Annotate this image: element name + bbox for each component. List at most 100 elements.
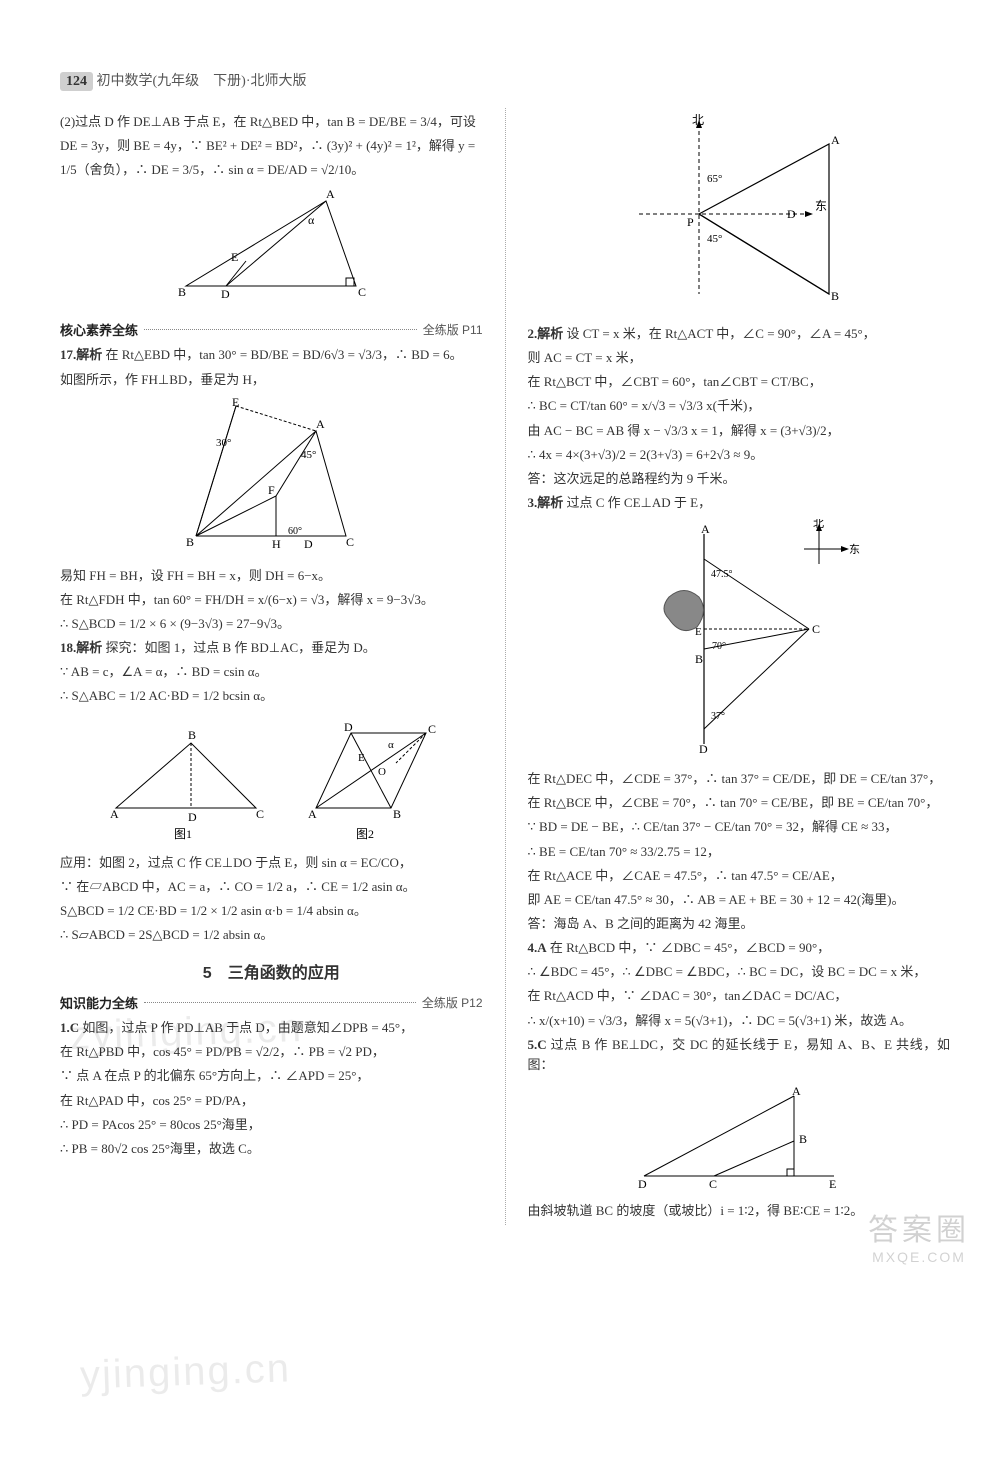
column-divider bbox=[505, 108, 506, 1225]
q2-f: ∴ 4x = 4×(3+√3)/2 = 2(3+√3) = 6+2√3 ≈ 9。 bbox=[528, 445, 951, 465]
q3-label: 3.解析 过点 C 作 CE⊥AD 于 E， bbox=[528, 493, 951, 513]
svg-text:47.5°: 47.5° bbox=[711, 569, 733, 580]
svg-text:65°: 65° bbox=[707, 173, 722, 185]
q17-c: 易知 FH = BH，设 FH = BH = x，则 DH = 6−x。 bbox=[60, 566, 483, 586]
label-60: 60° bbox=[288, 526, 302, 537]
q3-e: ∴ BE = CE/tan 70° ≈ 33/2.75 = 12， bbox=[528, 842, 951, 862]
badge-bot: MXQE.COM bbox=[868, 1249, 970, 1265]
q3-b: 在 Rt△DEC 中，∠CDE = 37°，∴ tan 37° = CE/DE，… bbox=[528, 769, 951, 789]
q17-label: 17.解析 在 Rt△EBD 中，tan 30° = BD/BE = BD/6√… bbox=[60, 345, 483, 365]
q17-e: ∴ S△BCD = 1/2 × 6 × (9−3√3) = 27−9√3。 bbox=[60, 614, 483, 634]
q2-label: 2.解析 设 CT = x 米，在 Rt△ACT 中，∠C = 90°，∠A =… bbox=[528, 324, 951, 344]
label-A: A bbox=[326, 187, 335, 201]
sub-core-literacy: 核心素养全练 全练版 P11 bbox=[60, 320, 483, 339]
label-D: D bbox=[221, 287, 230, 301]
q18-f: S△BCD = 1/2 CE·BD = 1/2 × 1/2 asin α·b =… bbox=[60, 901, 483, 921]
q3-d: ∵ BD = DE − BE，∴ CE/tan 37° − CE/tan 70°… bbox=[528, 817, 951, 837]
svg-text:C: C bbox=[256, 807, 264, 821]
page: 124 初中数学(九年级 下册)·北师大版 (2)过点 D 作 DE⊥AB 于点… bbox=[0, 0, 1000, 1275]
sub-title: 核心素养全练 bbox=[60, 320, 138, 339]
svg-text:东: 东 bbox=[849, 543, 860, 556]
q4-d: ∴ x/(x+10) = √3/3，解得 x = 5(√3+1)，∴ DC = … bbox=[528, 1011, 951, 1031]
q17-d: 在 Rt△FDH 中，tan 60° = FH/DH = x/(6−x) = √… bbox=[60, 590, 483, 610]
svg-text:E: E bbox=[829, 1177, 836, 1191]
q3-h: 答：海岛 A、B 之间的距离为 42 海里。 bbox=[528, 914, 951, 934]
q3-c: 在 Rt△BCE 中，∠CBE = 70°，∴ tan 70° = CE/BE，… bbox=[528, 793, 951, 813]
dots-icon bbox=[144, 329, 417, 330]
q2-b: 则 AC = CT = x 米， bbox=[528, 348, 951, 368]
page-header: 124 初中数学(九年级 下册)·北师大版 bbox=[60, 70, 950, 90]
svg-text:D: D bbox=[638, 1177, 647, 1191]
q1c-label: 1.C 如图，过点 P 作 PD⊥AB 于点 D，由题意知∠DPB = 45°， bbox=[60, 1018, 483, 1038]
q1c-d: 在 Rt△PAD 中，cos 25° = PD/PA， bbox=[60, 1091, 483, 1111]
q1c-e: ∴ PD = PAcos 25° = 80cos 25°海里， bbox=[60, 1115, 483, 1135]
svg-text:D: D bbox=[344, 720, 353, 734]
label-F: F bbox=[268, 483, 275, 497]
svg-text:C: C bbox=[812, 622, 820, 636]
para: (2)过点 D 作 DE⊥AB 于点 E，在 Rt△BED 中，tan B = … bbox=[60, 112, 483, 132]
label-H: H bbox=[272, 537, 281, 551]
label-A: A bbox=[316, 417, 325, 431]
svg-text:D: D bbox=[188, 810, 197, 824]
q4-b: ∴ ∠BDC = 45°，∴ ∠DBC = ∠BDC，∴ BC = DC，设 B… bbox=[528, 962, 951, 982]
svg-text:A: A bbox=[701, 522, 710, 536]
svg-text:C: C bbox=[709, 1177, 717, 1191]
badge: 答案圈 MXQE.COM bbox=[868, 1205, 970, 1265]
sub-ref: 全练版 P12 bbox=[422, 994, 483, 1011]
svg-text:B: B bbox=[799, 1132, 807, 1146]
label-D: D bbox=[304, 537, 313, 551]
badge-top: 答案圈 bbox=[868, 1205, 970, 1249]
q18-e: ∵ 在▱ABCD 中，AC = a，∴ CO = 1/2 a，∴ CE = 1/… bbox=[60, 877, 483, 897]
para: 1/5（舍负），∴ DE = 3/5，∴ sin α = DE/AD = √2/… bbox=[60, 160, 483, 180]
label-B: B bbox=[186, 535, 194, 549]
q5-a: 过点 B 作 BE⊥DC，交 DC 的延长线于 E，易知 A、B、E 共线，如图… bbox=[528, 1037, 951, 1072]
q1c-f: ∴ PB = 80√2 cos 25°海里，故选 C。 bbox=[60, 1139, 483, 1159]
svg-text:37°: 37° bbox=[711, 711, 725, 722]
q18-b: ∵ AB = c，∠A = α，∴ BD = csin α。 bbox=[60, 662, 483, 682]
label-alpha: α bbox=[308, 213, 315, 227]
page-number: 124 bbox=[60, 72, 93, 91]
label-B: B bbox=[178, 285, 186, 299]
figure-pair: A B C D 图1 A B C D E bbox=[60, 713, 483, 847]
svg-text:O: O bbox=[378, 766, 386, 778]
fig2-caption: 图2 bbox=[356, 827, 374, 841]
svg-text:P: P bbox=[687, 215, 694, 229]
svg-text:北: 北 bbox=[813, 519, 824, 530]
q4-c: 在 Rt△ACD 中，∵ ∠DAC = 30°，tan∠DAC = DC/AC， bbox=[528, 986, 951, 1006]
q5-label: 5.C 过点 B 作 BE⊥DC，交 DC 的延长线于 E，易知 A、B、E 共… bbox=[528, 1035, 951, 1075]
q17-b: 如图所示，作 FH⊥BD，垂足为 H， bbox=[60, 370, 483, 390]
q18-a: 探究：如图 1，过点 B 作 BD⊥AC，垂足为 D。 bbox=[106, 640, 376, 655]
q1c-b: 在 Rt△PBD 中，cos 45° = PD/PB = √2/2，∴ PB =… bbox=[60, 1042, 483, 1062]
figure-triangle-1: A B C D E α bbox=[60, 186, 483, 310]
q1c-c: ∵ 点 A 在点 P 的北偏东 65°方向上，∴ ∠APD = 25°， bbox=[60, 1066, 483, 1086]
figure-compass-2: 北 东 A C B D E 47.5° 7 bbox=[528, 519, 951, 763]
dots-icon bbox=[144, 1002, 416, 1003]
svg-text:E: E bbox=[358, 752, 365, 764]
q18-g: ∴ S▱ABCD = 2S△BCD = 1/2 absin α。 bbox=[60, 925, 483, 945]
sub-title: 知识能力全练 bbox=[60, 993, 138, 1012]
svg-text:A: A bbox=[308, 807, 317, 821]
svg-text:A: A bbox=[831, 133, 840, 147]
section-5-title: 5 三角函数的应用 bbox=[60, 959, 483, 983]
q18-label: 18.解析 探究：如图 1，过点 B 作 BD⊥AC，垂足为 D。 bbox=[60, 638, 483, 658]
svg-text:D: D bbox=[699, 742, 708, 756]
para: DE = 3y，则 BE = 4y，∵ BE² + DE² = BD²，∴ (3… bbox=[60, 136, 483, 156]
book-title: 初中数学(九年级 下册)·北师大版 bbox=[97, 74, 307, 89]
label-45: 45° bbox=[301, 449, 316, 461]
q17-a: 在 Rt△EBD 中，tan 30° = BD/BE = BD/6√3 = √3… bbox=[106, 347, 463, 362]
svg-text:45°: 45° bbox=[707, 233, 722, 245]
q2-a: 设 CT = x 米，在 Rt△ACT 中，∠C = 90°，∠A = 45°， bbox=[567, 326, 876, 341]
label-E: E bbox=[231, 250, 238, 264]
q2-c: 在 Rt△BCT 中，∠CBT = 60°，tan∠CBT = CT/BC， bbox=[528, 372, 951, 392]
svg-text:C: C bbox=[428, 722, 436, 736]
q18-c: ∴ S△ABC = 1/2 AC·BD = 1/2 bcsin α。 bbox=[60, 686, 483, 706]
svg-text:B: B bbox=[831, 289, 839, 303]
q2-e: 由 AC − BC = AB 得 x − √3/3 x = 1，解得 x = (… bbox=[528, 421, 951, 441]
q3-a: 过点 C 作 CE⊥AD 于 E， bbox=[567, 495, 712, 510]
svg-text:B: B bbox=[188, 728, 196, 742]
left-column: (2)过点 D 作 DE⊥AB 于点 E，在 Rt△BED 中，tan B = … bbox=[60, 108, 483, 1225]
svg-text:A: A bbox=[792, 1084, 801, 1098]
figure-slope: A B C D E bbox=[528, 1081, 951, 1195]
svg-text:A: A bbox=[110, 807, 119, 821]
q2-g: 答：这次远足的总路程约为 9 千米。 bbox=[528, 469, 951, 489]
